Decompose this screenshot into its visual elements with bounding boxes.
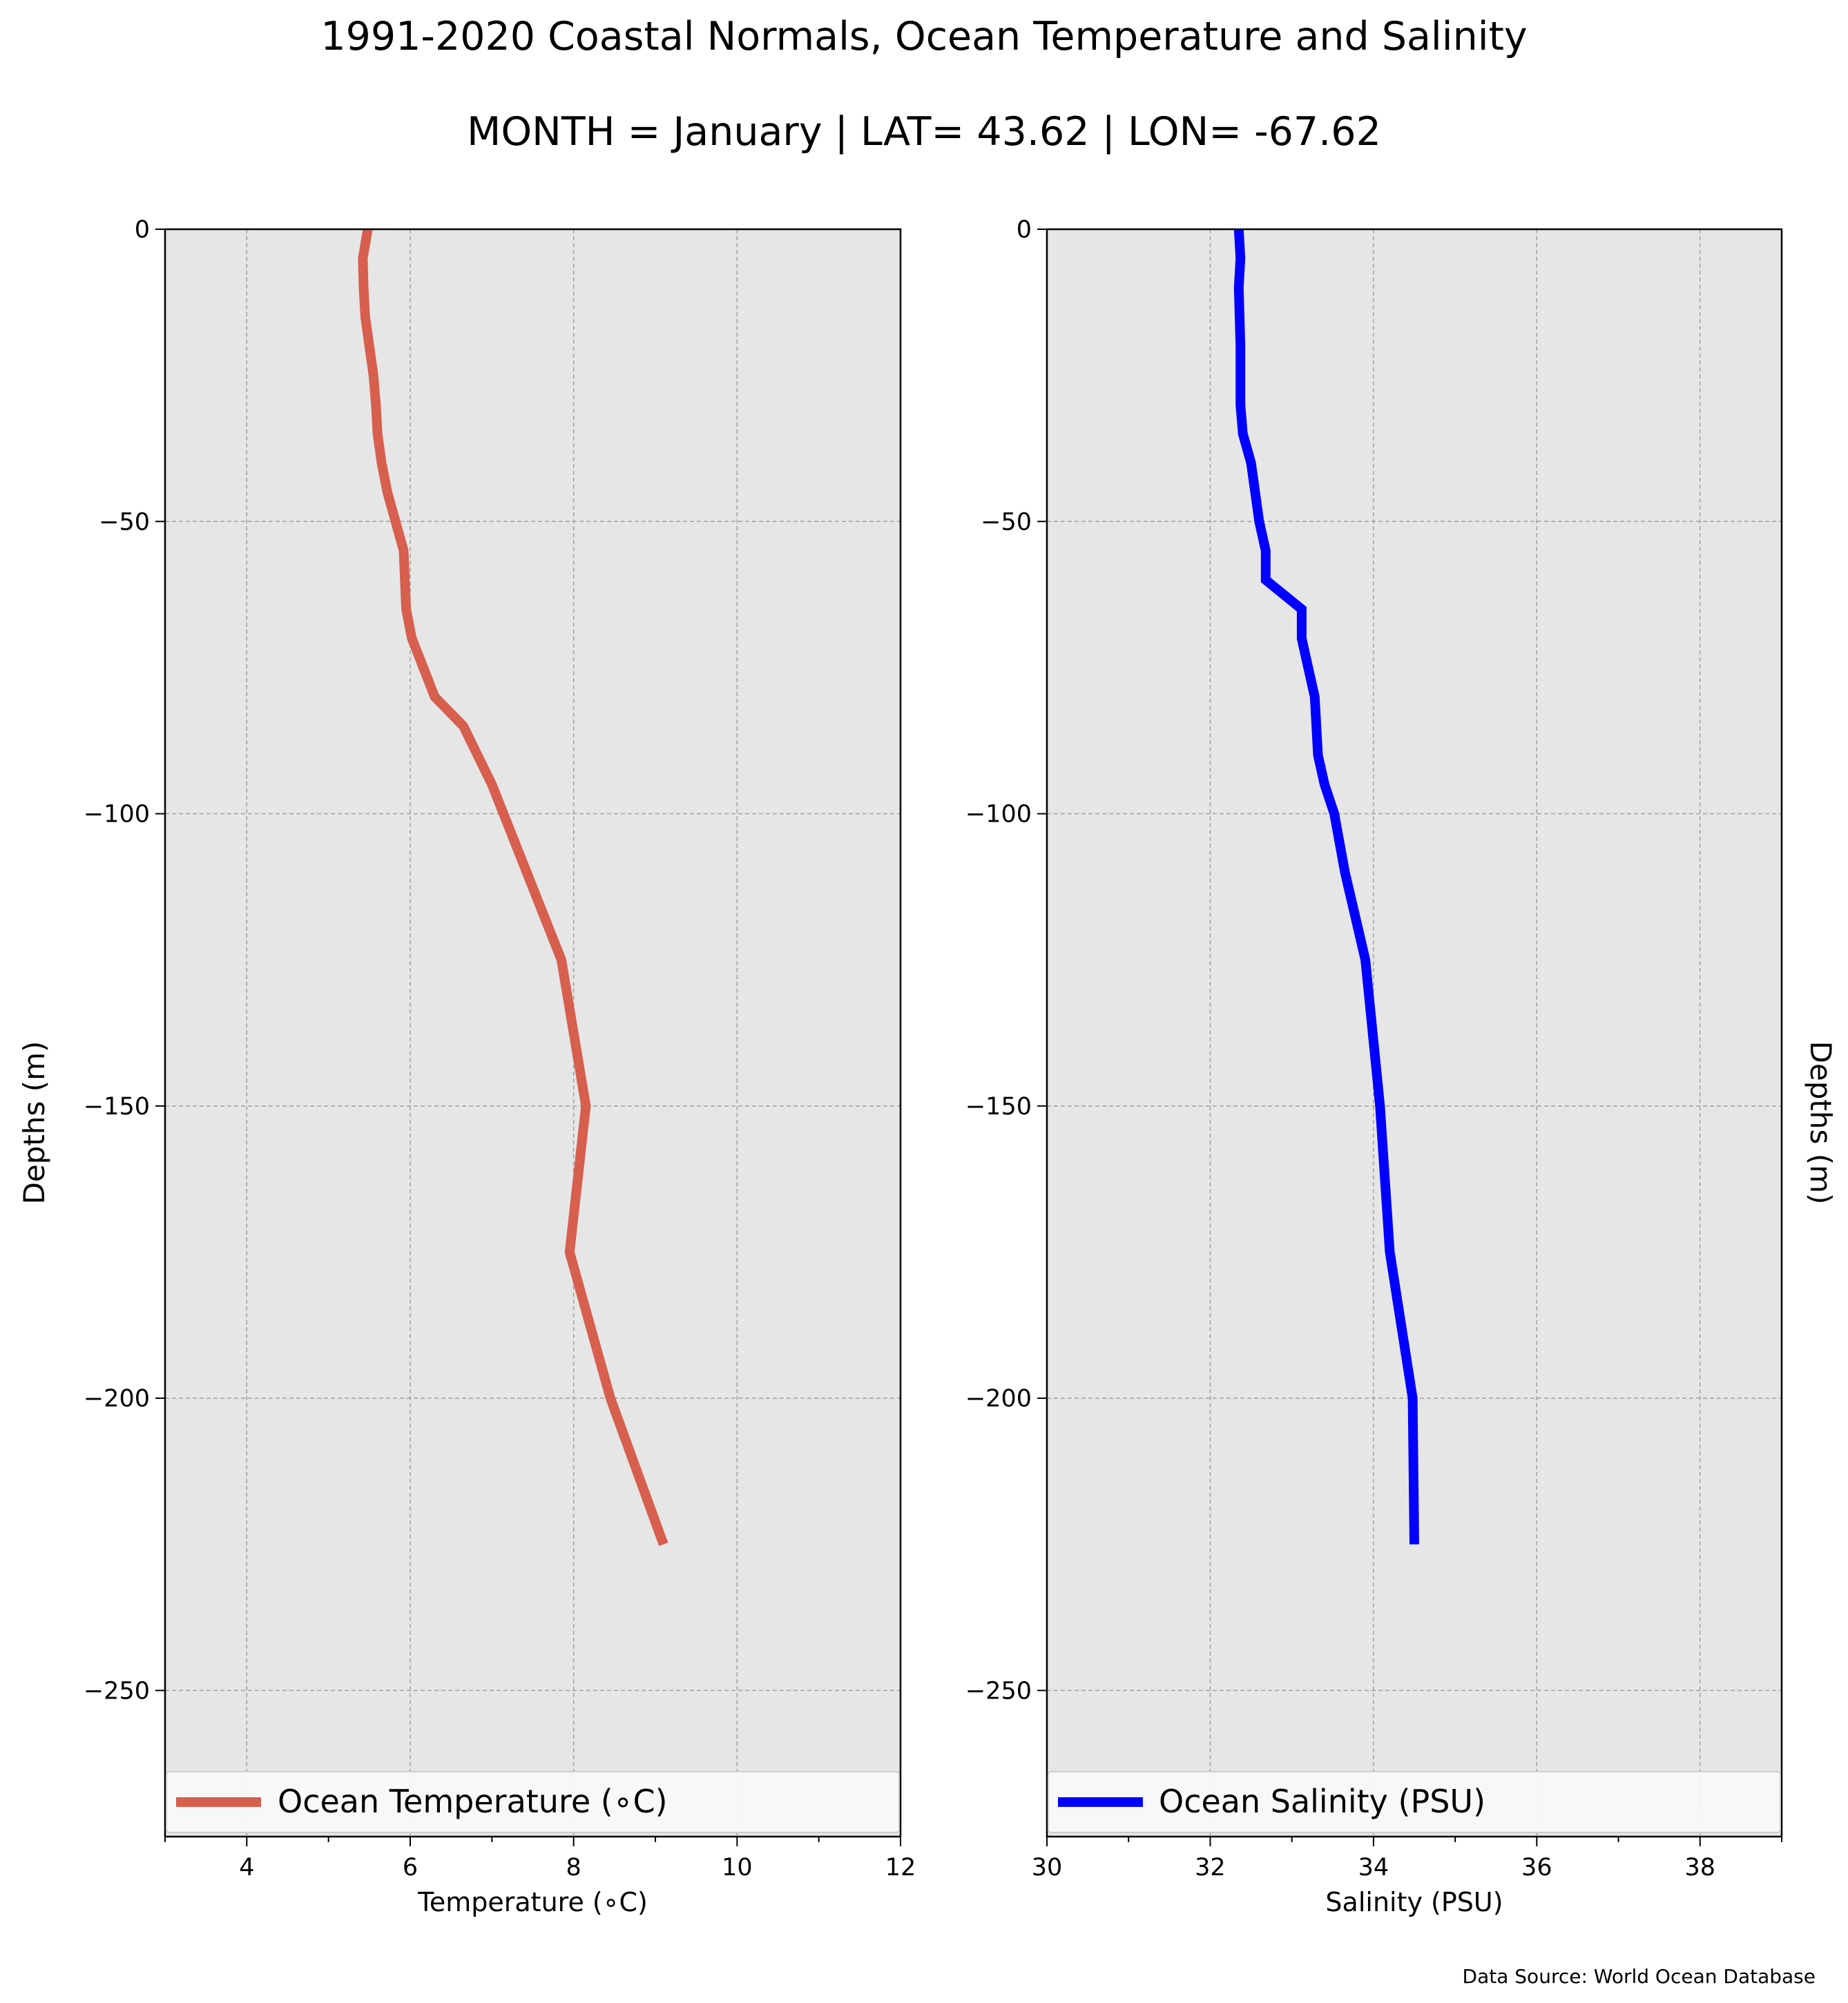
temperature-panel: 4 6 8 10 12 0 −50 −100 −150 −200 −250 Temperature (… <box>17 216 916 1917</box>
y-axis-label: Depths (m) <box>17 1041 51 1205</box>
y-tick-label: −50 <box>981 508 1032 536</box>
x-tick-label: 12 <box>885 1854 916 1881</box>
x-tick-label: 4 <box>239 1854 254 1881</box>
y-tick-label: −200 <box>84 1385 150 1413</box>
y-tick-label: −150 <box>965 1093 1032 1121</box>
x-tick-label: 38 <box>1685 1854 1716 1881</box>
y-tick-label: −200 <box>965 1385 1032 1413</box>
x-tick-label: 36 <box>1521 1854 1552 1881</box>
figure-title: 1991-2020 Coastal Normals, Ocean Tempera… <box>320 14 1527 59</box>
figure-subtitle: MONTH = January | LAT= 43.62 | LON= -67.… <box>467 109 1381 155</box>
x-tick-label: 6 <box>403 1854 418 1881</box>
series-line-0 <box>358 228 668 1547</box>
x-tick-label: 8 <box>566 1854 581 1881</box>
y-axis-label: Depths (m) <box>1804 1041 1838 1205</box>
x-tick-label: 10 <box>722 1854 753 1881</box>
series-line-0 <box>1233 229 1419 1545</box>
data-source-note: Data Source: World Ocean Database <box>1463 1965 1816 1988</box>
axes-frame <box>164 228 902 1838</box>
y-tick-label: −100 <box>84 801 150 829</box>
y-tick-label: −100 <box>965 801 1032 829</box>
legend: Ocean Salinity (PSU) <box>1048 1771 1781 1833</box>
plot-area <box>165 229 901 1837</box>
y-tick-label: −250 <box>84 1677 150 1705</box>
salinity-panel: 30 32 34 36 38 0 −50 −100 −150 −200 −250 Salinity (… <box>965 216 1838 1917</box>
legend-label: Ocean Temperature (∘C) <box>278 1783 668 1820</box>
y-tick-label: −50 <box>99 508 150 536</box>
x-tick-label: 32 <box>1195 1854 1226 1881</box>
plot-area <box>1047 229 1782 1837</box>
legend-box <box>166 1771 900 1833</box>
legend-box <box>1048 1771 1781 1833</box>
y-tick-label: −150 <box>84 1093 150 1121</box>
legend: Ocean Temperature (∘C) <box>166 1771 900 1833</box>
legend-label: Ocean Salinity (PSU) <box>1159 1783 1485 1820</box>
x-axis-label: Temperature (∘C) <box>417 1887 648 1917</box>
y-tick-label: 0 <box>1017 216 1032 244</box>
x-tick-label: 34 <box>1358 1854 1389 1881</box>
x-tick-label: 30 <box>1032 1854 1063 1881</box>
y-tick-label: 0 <box>135 216 150 244</box>
axes-frame <box>1046 228 1783 1838</box>
y-tick-label: −250 <box>965 1677 1032 1705</box>
x-axis-label: Salinity (PSU) <box>1325 1887 1503 1917</box>
